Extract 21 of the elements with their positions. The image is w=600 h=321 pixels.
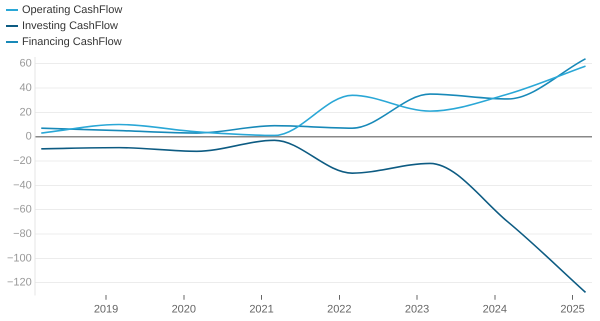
y-tick-label: 60 bbox=[20, 58, 32, 70]
x-tick-label: 2024 bbox=[482, 303, 508, 316]
x-tick-label: 2025 bbox=[560, 303, 585, 316]
y-tick-label: 40 bbox=[20, 82, 32, 94]
legend-label: Investing CashFlow bbox=[22, 20, 118, 32]
y-tick-label: −100 bbox=[6, 252, 32, 264]
legend-label: Operating CashFlow bbox=[22, 4, 122, 16]
x-tick-label: 2023 bbox=[404, 303, 430, 316]
x-tick-label: 2019 bbox=[94, 303, 118, 316]
y-tick-label: −20 bbox=[13, 155, 32, 168]
legend-label: Financing CashFlow bbox=[22, 36, 122, 48]
line-series bbox=[40, 140, 586, 294]
x-tick-label: 2020 bbox=[172, 303, 196, 316]
y-tick-label: 0 bbox=[26, 130, 32, 143]
y-tick-label: 20 bbox=[20, 106, 32, 118]
y-tick-label: −80 bbox=[13, 228, 32, 240]
y-tick-label: −60 bbox=[13, 204, 32, 216]
x-tick-label: 2022 bbox=[327, 303, 352, 316]
x-tick-label: 2021 bbox=[249, 303, 274, 316]
y-tick-label: −120 bbox=[6, 276, 32, 289]
y-tick-label: −40 bbox=[13, 179, 32, 192]
